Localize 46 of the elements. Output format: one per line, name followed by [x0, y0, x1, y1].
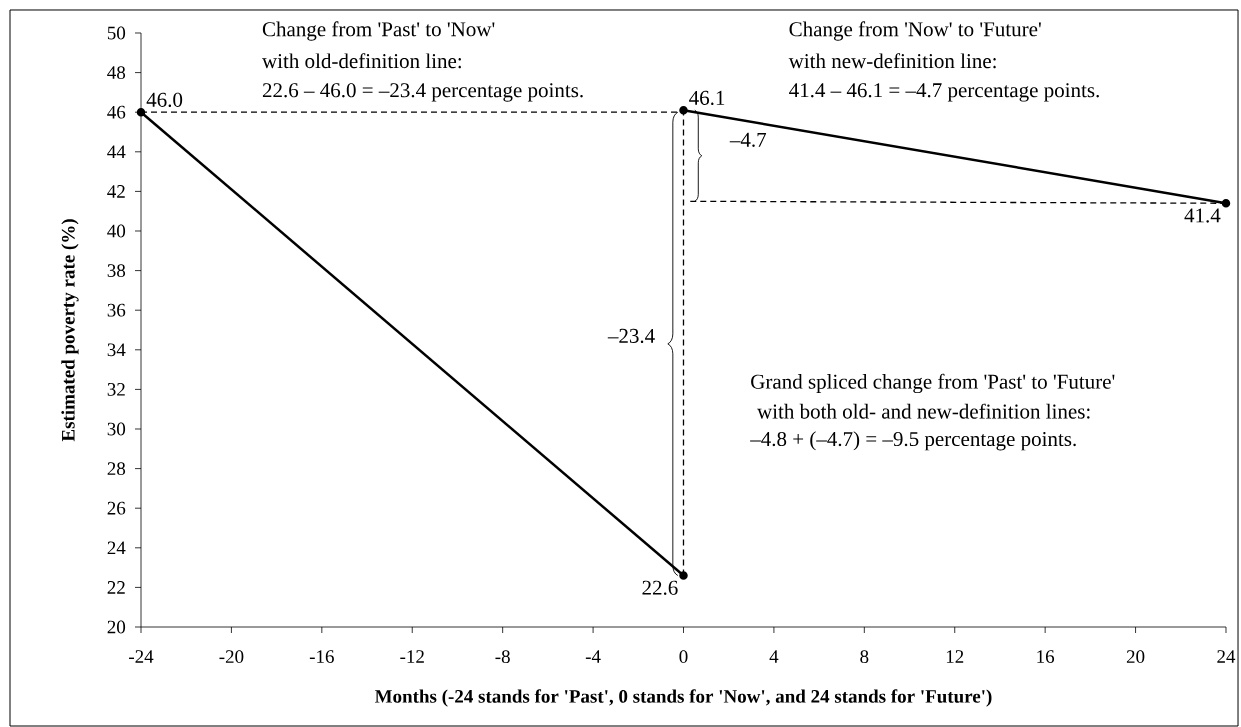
x-tick-label: 24: [1217, 650, 1236, 663]
x-tick-label: -20: [219, 650, 244, 664]
annotation: 41.4 – 46.1 = –4.7 percentage points.: [789, 83, 1099, 102]
x-axis-title: Months (-24 stands for 'Past', 0 stands for 'Now', and 24 stands for 'Future'): [374, 689, 992, 707]
annotation: with old-definition line:: [262, 53, 461, 69]
annotation: with new-definition line:: [788, 53, 996, 69]
x-tick-label: -4: [585, 650, 601, 663]
annotation: 41.4: [1184, 208, 1221, 223]
y-axis-title: Estimated poverty rate (%): [61, 219, 79, 442]
y-tick-label: 48: [107, 66, 126, 80]
x-tick-label: -12: [400, 650, 424, 663]
y-tick-label: 42: [107, 185, 125, 198]
y-tick-label: 22: [107, 581, 125, 594]
x-tick-label: 8: [860, 650, 869, 664]
annotation: Change from 'Past' to 'Now': [262, 21, 495, 41]
y-tick-label: 38: [107, 264, 126, 278]
y-tick-label: 20: [107, 620, 126, 634]
y-tick-label: 46: [107, 105, 126, 119]
annotation: –4.7: [729, 132, 767, 147]
annotation: 22.6 – 46.0 = –23.4 percentage points.: [262, 83, 583, 102]
y-tick-label: 40: [107, 224, 126, 238]
annotation: –4.8 + (–4.7) = –9.5 percentage points.: [750, 431, 1076, 451]
y-tick-label: 50: [107, 26, 126, 40]
y-tick-label: 26: [107, 501, 126, 515]
x-tick-label: -8: [495, 650, 510, 664]
x-tick-label: 4: [769, 650, 779, 663]
y-tick-label: 34: [107, 343, 126, 357]
x-tick-label: 0: [679, 650, 688, 664]
x-tick-label: 20: [1126, 650, 1145, 664]
y-tick-label: 32: [107, 383, 125, 396]
annotation: with both old- and new-definition lines:: [757, 403, 1090, 419]
annotation: Change from 'Now' to 'Future': [789, 21, 1041, 41]
y-tick-label: 44: [107, 145, 126, 159]
y-tick-label: 28: [107, 462, 126, 476]
y-tick-label: 24: [107, 541, 126, 555]
x-tick-label: -24: [129, 650, 154, 663]
annotation: –23.4: [607, 328, 655, 344]
annotation: 22.6: [642, 580, 678, 595]
annotation: 46.0: [146, 92, 183, 107]
y-tick-label: 30: [107, 422, 126, 436]
y-tick-label: 36: [107, 303, 126, 317]
x-tick-label: 12: [946, 650, 964, 663]
x-tick-label: 16: [1037, 650, 1055, 663]
annotation: 46.1: [689, 90, 725, 106]
x-tick-label: -16: [309, 650, 334, 663]
annotation: Grand spliced change from 'Past' to 'Future': [751, 373, 1115, 394]
